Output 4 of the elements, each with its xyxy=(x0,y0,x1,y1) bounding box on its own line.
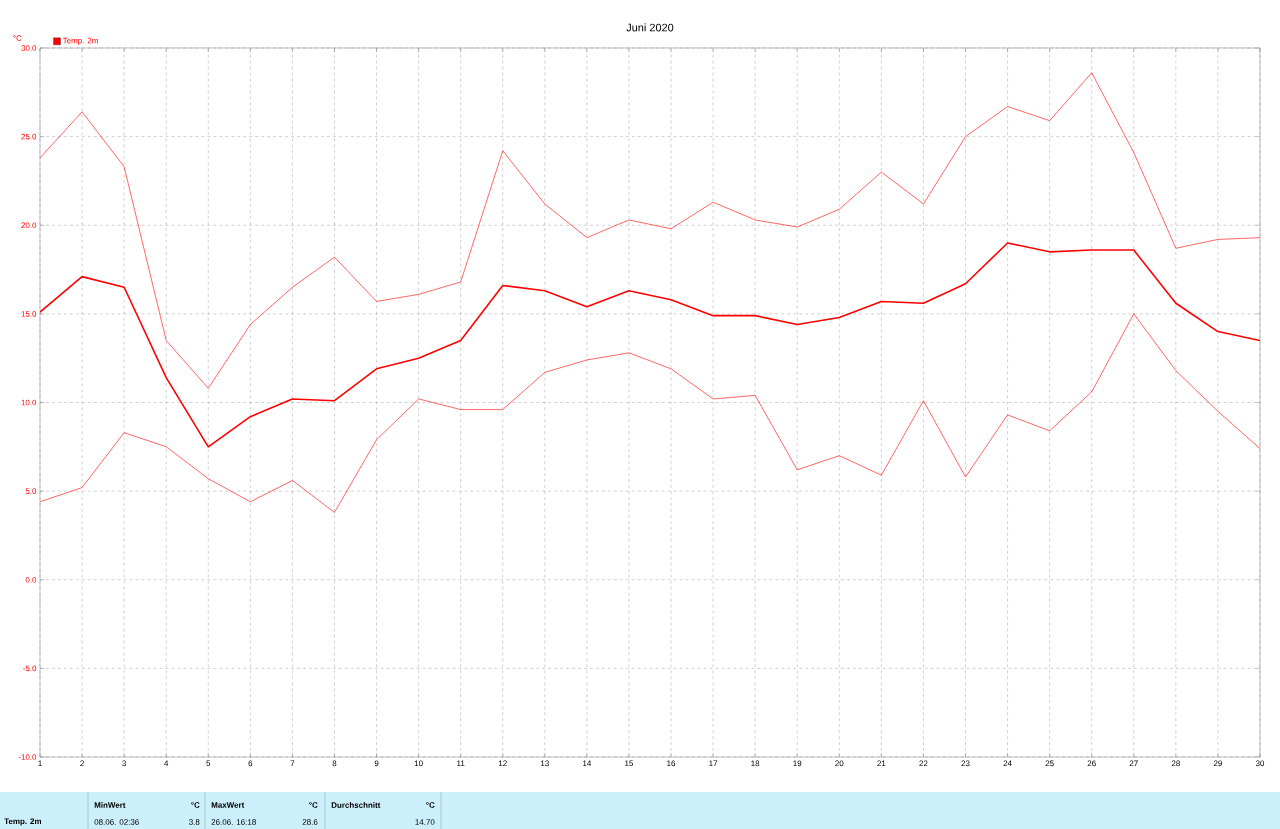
line-series xyxy=(40,313,1260,513)
line-series xyxy=(40,72,1260,389)
line-series xyxy=(40,242,1260,448)
chart-title: Juni 2020 xyxy=(626,23,674,32)
